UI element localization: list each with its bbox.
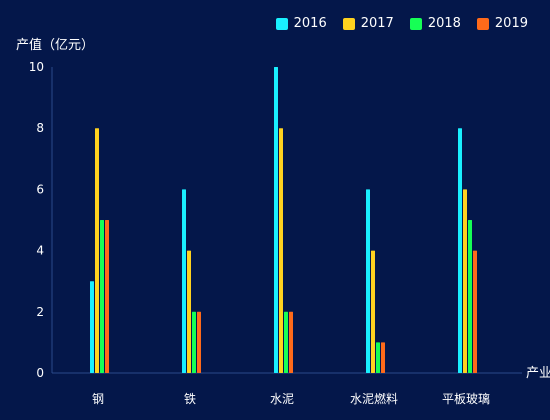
chart-legend: 2016 2017 2018 2019 xyxy=(275,16,528,32)
legend-swatch-2018 xyxy=(409,18,422,30)
x-tick-label: 水泥 xyxy=(270,392,294,406)
bar-2018-1 xyxy=(192,311,196,373)
legend-swatch-2019 xyxy=(476,18,489,30)
bar-2016-1 xyxy=(182,189,186,373)
bar-2019-2 xyxy=(289,311,293,373)
y-tick-label: 8 xyxy=(36,121,44,135)
y-tick-label: 2 xyxy=(36,305,44,319)
legend-item-2019[interactable]: 2019 xyxy=(476,16,528,32)
legend-swatch-2016 xyxy=(275,18,288,30)
legend-label-2016: 2016 xyxy=(293,16,327,31)
x-tick-label: 钢 xyxy=(92,392,104,406)
bar-2019-1 xyxy=(197,311,201,373)
bar-2018-0 xyxy=(100,220,104,373)
bar-2019-4 xyxy=(473,250,477,373)
bar-2019-3 xyxy=(381,342,385,373)
labels-layer: 0 2 4 6 8 10 产值（亿元） 产业钢 铁 水泥 水泥燃料 平板玻璃 xyxy=(16,37,550,406)
y-tick-label: 6 xyxy=(36,182,44,196)
bar-2019-0 xyxy=(105,220,109,373)
bar-2018-2 xyxy=(284,311,288,373)
legend-swatch-2017 xyxy=(342,18,355,30)
y-axis-title: 产值（亿元） xyxy=(16,37,94,53)
legend-item-2017[interactable]: 2017 xyxy=(342,16,394,32)
y-tick-label: 10 xyxy=(29,60,44,74)
bar-2017-3 xyxy=(371,250,375,373)
x-tick-label: 平板玻璃 xyxy=(442,392,490,406)
bar-2016-4 xyxy=(458,128,462,373)
bar-2017-0 xyxy=(95,128,99,373)
bar-2017-4 xyxy=(463,189,467,373)
legend-item-2018[interactable]: 2018 xyxy=(409,16,461,32)
legend-label-2018: 2018 xyxy=(427,16,461,31)
legend-label-2019: 2019 xyxy=(494,16,528,31)
x-tick-label: 水泥燃料 xyxy=(350,391,398,406)
bar-2016-2 xyxy=(274,67,278,373)
bars-layer xyxy=(90,67,477,373)
x-axis-title: 产业 xyxy=(526,366,550,381)
bar-2016-3 xyxy=(366,189,370,373)
y-tick-label: 4 xyxy=(36,244,44,258)
bar-2017-1 xyxy=(187,250,191,373)
bar-2016-0 xyxy=(90,281,94,373)
legend-label-2017: 2017 xyxy=(360,16,394,31)
y-tick-label: 0 xyxy=(36,366,44,380)
legend-item-2016[interactable]: 2016 xyxy=(275,16,327,32)
x-tick-label: 铁 xyxy=(184,392,196,406)
bar-2018-3 xyxy=(376,342,380,373)
bar-2018-4 xyxy=(468,220,472,373)
bar-2017-2 xyxy=(279,128,283,373)
